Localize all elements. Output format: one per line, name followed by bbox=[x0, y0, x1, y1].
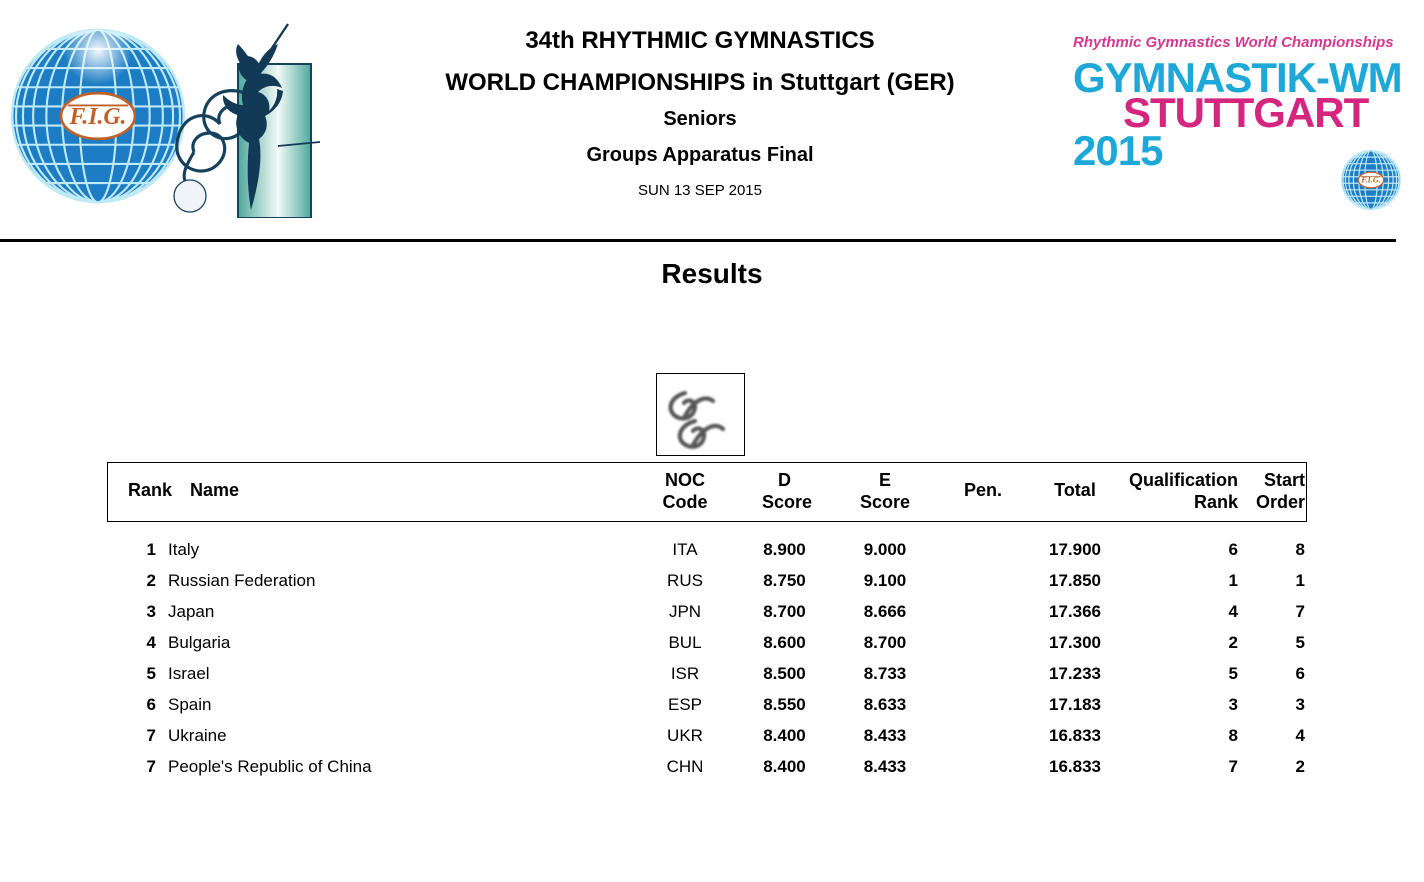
svg-text:F.I.G.: F.I.G. bbox=[69, 104, 127, 130]
svg-text:F.I.G.: F.I.G. bbox=[1360, 176, 1380, 185]
